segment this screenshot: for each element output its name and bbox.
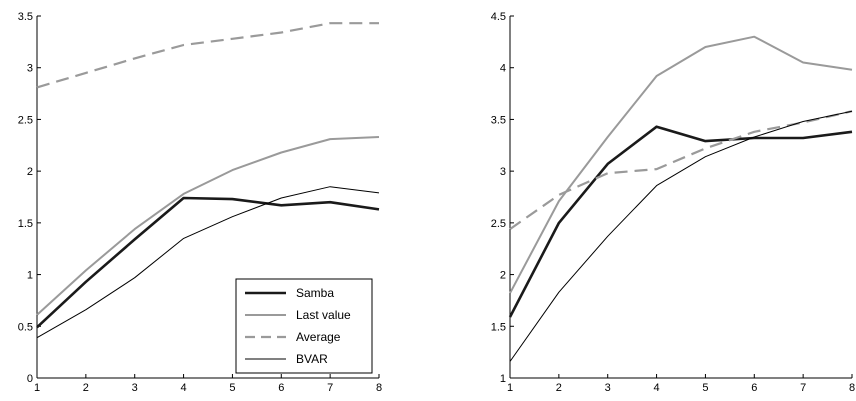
x-tick-label: 1 <box>507 382 513 394</box>
legend-label-bvar: BVAR <box>296 352 328 366</box>
x-tick-label: 7 <box>327 382 333 394</box>
x-tick-label: 2 <box>556 382 562 394</box>
y-tick-label: 2.5 <box>18 114 33 126</box>
chart-right: 1 1.5 2 2.5 3 3.5 4 4.5 1 2 3 4 5 6 7 8 <box>491 11 855 394</box>
y-tick-label: 1.5 <box>491 321 506 333</box>
chart-left: 0 0.5 1 1.5 2 2.5 3 3.5 1 2 3 4 5 6 7 8 Samba Last value A… <box>18 11 382 394</box>
y-tick-label: 4.5 <box>491 11 506 23</box>
y-tick-label: 1 <box>500 373 506 385</box>
x-tick-label: 3 <box>605 382 611 394</box>
x-tick-label: 2 <box>83 382 89 394</box>
series-line-bvar <box>509 110 853 362</box>
y-tick-label: 2 <box>500 270 506 282</box>
series-line-average <box>36 22 379 89</box>
series-line-samba <box>36 196 380 329</box>
y-tick-label: 0 <box>27 373 33 385</box>
series-line-last-value <box>36 136 380 316</box>
y-tick-label: 2.5 <box>491 218 506 230</box>
x-tick-label: 5 <box>702 382 708 394</box>
x-tick-label: 1 <box>34 382 40 394</box>
series-line-samba <box>508 125 853 318</box>
series-line-average <box>509 110 853 231</box>
series-line-last-value <box>509 35 853 294</box>
y-tick-label: 2 <box>27 166 33 178</box>
x-tick-label: 8 <box>376 382 382 394</box>
series-line-bvar <box>36 186 380 339</box>
y-tick-label: 1.5 <box>18 218 33 230</box>
y-tick-label: 3.5 <box>18 11 33 23</box>
legend-label-last-value: Last value <box>296 308 351 322</box>
x-tick-label: 4 <box>654 382 660 394</box>
x-tick-label: 4 <box>181 382 187 394</box>
y-tick-label: 3.5 <box>491 114 506 126</box>
y-tick-label: 1 <box>27 270 33 282</box>
y-tick-label: 3 <box>500 166 506 178</box>
x-tick-label: 8 <box>849 382 855 394</box>
x-tick-label: 3 <box>132 382 138 394</box>
y-tick-label: 0.5 <box>18 321 33 333</box>
y-tick-label: 3 <box>27 63 33 75</box>
x-tick-label: 5 <box>229 382 235 394</box>
legend-label-samba: Samba <box>296 286 334 300</box>
x-tick-label: 7 <box>800 382 806 394</box>
legend <box>235 278 373 374</box>
y-tick-label: 4 <box>500 63 506 75</box>
legend-label-average: Average <box>296 330 341 344</box>
x-tick-label: 6 <box>751 382 757 394</box>
x-tick-label: 6 <box>278 382 284 394</box>
